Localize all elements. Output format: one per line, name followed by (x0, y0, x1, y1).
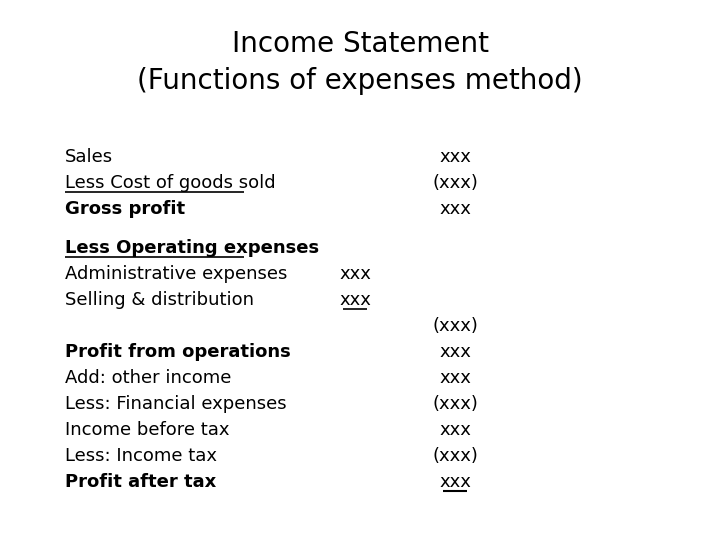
Text: Income before tax: Income before tax (65, 421, 230, 439)
Text: Less Cost of goods sold: Less Cost of goods sold (65, 174, 276, 192)
Text: Less: Financial expenses: Less: Financial expenses (65, 395, 287, 413)
Text: xxx: xxx (339, 291, 371, 309)
Text: xxx: xxx (439, 369, 471, 387)
Text: Profit from operations: Profit from operations (65, 343, 291, 361)
Text: (xxx): (xxx) (432, 174, 478, 192)
Text: (xxx): (xxx) (432, 447, 478, 465)
Text: Profit after tax: Profit after tax (65, 473, 216, 491)
Text: Administrative expenses: Administrative expenses (65, 265, 287, 283)
Text: Gross profit: Gross profit (65, 200, 185, 218)
Text: xxx: xxx (439, 148, 471, 166)
Text: xxx: xxx (339, 265, 371, 283)
Text: Sales: Sales (65, 148, 113, 166)
Text: Add: other income: Add: other income (65, 369, 231, 387)
Text: Less Operating expenses: Less Operating expenses (65, 239, 319, 257)
Text: xxx: xxx (439, 473, 471, 491)
Text: xxx: xxx (439, 200, 471, 218)
Text: Less: Income tax: Less: Income tax (65, 447, 217, 465)
Text: (xxx): (xxx) (432, 395, 478, 413)
Text: xxx: xxx (439, 421, 471, 439)
Text: (xxx): (xxx) (432, 317, 478, 335)
Text: Selling & distribution: Selling & distribution (65, 291, 254, 309)
Text: xxx: xxx (439, 343, 471, 361)
Text: Income Statement
(Functions of expenses method): Income Statement (Functions of expenses … (138, 30, 582, 95)
